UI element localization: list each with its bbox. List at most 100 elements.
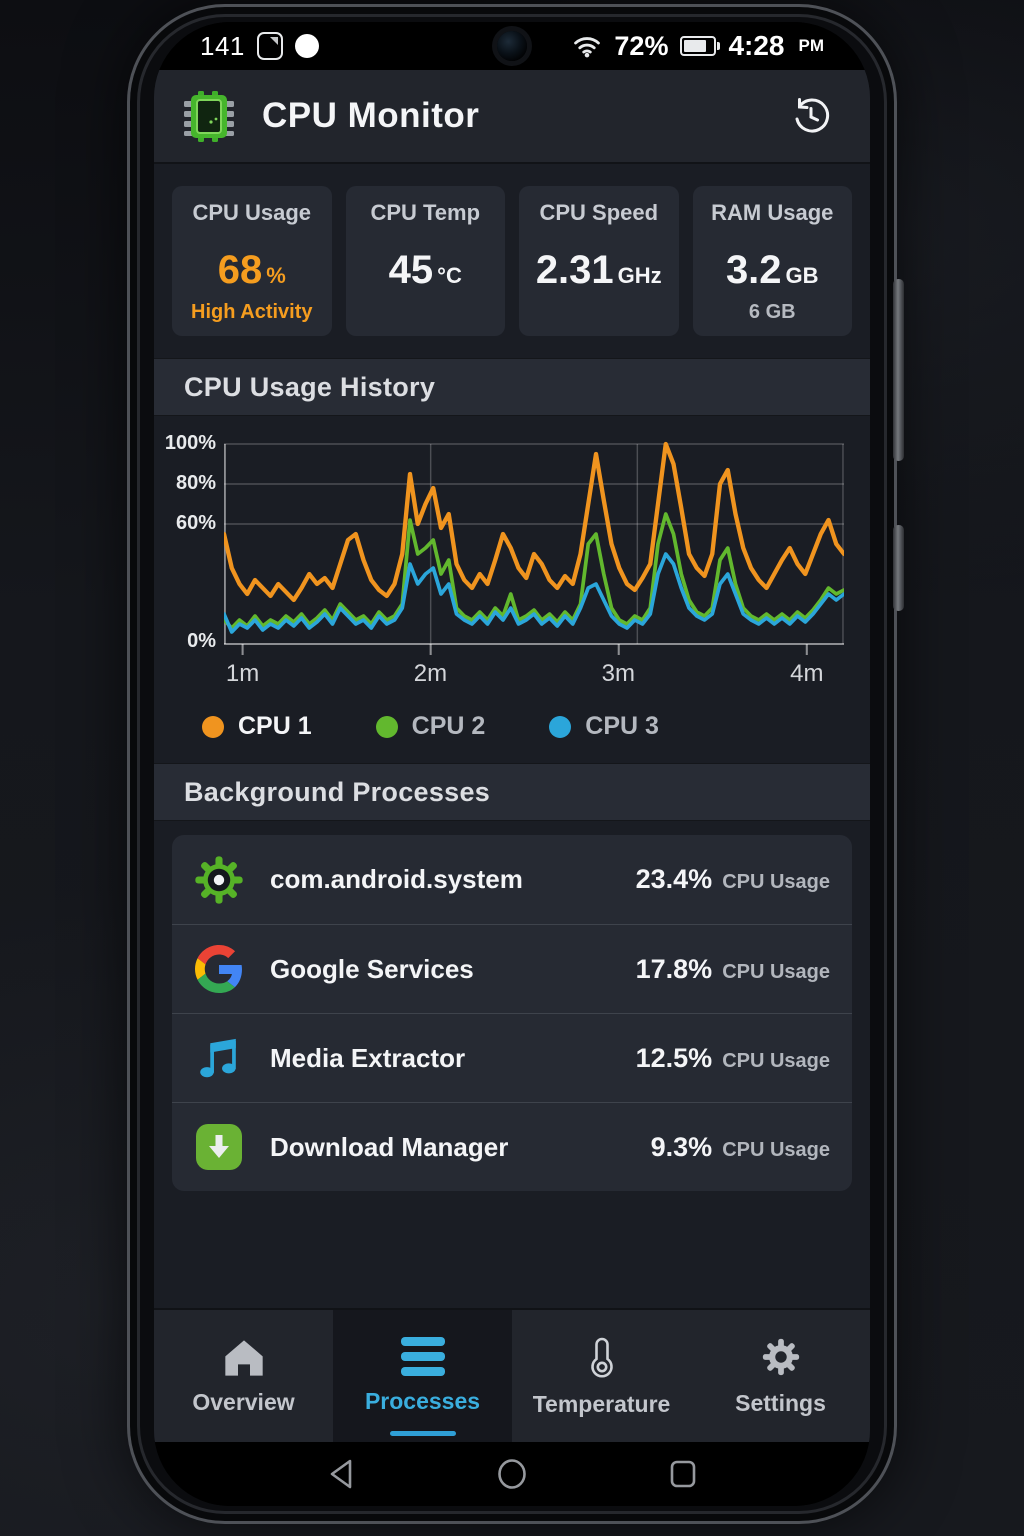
chart-legend: CPU 1 CPU 2 CPU 3	[154, 694, 870, 757]
legend-item-cpu2: CPU 2	[375, 712, 486, 741]
system-gear-icon	[195, 855, 243, 904]
stat-label: CPU Speed	[539, 200, 659, 225]
stat-label: CPU Usage	[192, 200, 312, 225]
stat-card-cpu-speed: CPU Speed 2.31 GHz	[519, 186, 679, 336]
process-cpu-label: CPU Usage	[722, 871, 830, 893]
recents-button[interactable]	[666, 1456, 700, 1492]
stats-row: CPU Usage 68% High Activity CPU Temp 45 °…	[154, 164, 870, 336]
phone-screen: 141 72% 4:28 PM	[154, 22, 870, 1506]
clock-ampm: PM	[798, 36, 825, 55]
screenshot-icon	[256, 32, 283, 60]
tab-label: Temperature	[532, 1390, 671, 1417]
section-background-processes: Background Processes	[154, 763, 870, 821]
tab-processes[interactable]: Processes	[333, 1310, 512, 1442]
stat-value: 3.2	[725, 248, 782, 292]
series-cpu2	[224, 512, 844, 630]
process-cpu-label: CPU Usage	[722, 1049, 830, 1072]
process-cpu-label: CPU Usage	[722, 1138, 830, 1161]
cpu2-dot-icon	[375, 715, 398, 738]
process-name: Download Manager	[270, 1131, 509, 1162]
series-cpu3	[224, 552, 844, 634]
process-row-download-manager[interactable]: Download Manager 9.3% CPU Usage	[172, 1102, 852, 1191]
stat-sub: 6 GB	[748, 301, 796, 323]
tab-settings[interactable]: Settings	[691, 1310, 870, 1442]
google-g-icon	[195, 945, 242, 993]
tab-label: Overview	[192, 1388, 295, 1415]
section-title: Background Processes	[184, 776, 491, 807]
legend-item-cpu3: CPU 3	[549, 712, 659, 741]
section-title: CPU Usage History	[184, 371, 436, 402]
home-button[interactable]	[494, 1456, 530, 1492]
tab-temperature[interactable]: Temperature	[512, 1310, 691, 1442]
process-cpu-value: 12.5%	[635, 1042, 713, 1073]
camera-punch-hole	[497, 31, 527, 61]
y-tick-label: 0%	[187, 630, 216, 652]
app-header: CPU Monitor	[154, 70, 870, 164]
cpu-chip-icon	[184, 91, 234, 142]
download-arrow-icon	[196, 1124, 242, 1170]
stat-value: 45	[388, 248, 434, 292]
section-cpu-usage-history: CPU Usage History	[154, 358, 870, 416]
battery-icon	[680, 36, 721, 56]
volume-button[interactable]	[893, 279, 904, 461]
chart-plot-area: 1m 2m 3m 4m	[224, 436, 844, 694]
status-bar: 141 72% 4:28 PM	[154, 22, 870, 70]
x-tick-label: 3m	[601, 660, 635, 687]
stat-unit: °C	[437, 263, 462, 288]
process-cpu-value: 17.8%	[635, 953, 713, 984]
process-row-android-system[interactable]: com.android.system 23.4% CPU Usage	[172, 835, 852, 924]
chart-canvas	[224, 441, 844, 655]
process-cpu-label: CPU Usage	[722, 960, 830, 983]
phone-frame: 141 72% 4:28 PM	[127, 4, 904, 1524]
tab-label: Processes	[364, 1388, 481, 1414]
stat-card-ram-usage: RAM Usage 3.2 GB 6 GB	[692, 186, 852, 336]
wifi-icon	[574, 37, 601, 58]
back-button[interactable]	[324, 1456, 358, 1492]
power-button[interactable]	[893, 525, 904, 611]
tab-label: Settings	[735, 1389, 826, 1416]
stat-unit: %	[266, 263, 286, 288]
music-note-icon	[200, 1038, 236, 1078]
legend-item-cpu1: CPU 1	[202, 712, 312, 741]
thermometer-icon	[590, 1337, 613, 1377]
android-nav-bar	[154, 1442, 870, 1506]
stat-unit: GB	[785, 263, 819, 288]
x-tick-label: 2m	[413, 660, 448, 687]
chart-x-axis: 1m 2m 3m 4m	[224, 660, 844, 694]
page-title: CPU Monitor	[262, 96, 480, 135]
stat-unit: GHz	[617, 263, 662, 288]
process-name: com.android.system	[270, 864, 523, 894]
process-row-google-services[interactable]: Google Services 17.8% CPU Usage	[172, 924, 852, 1013]
stat-card-cpu-usage: CPU Usage 68% High Activity	[172, 186, 332, 336]
history-clock-icon	[795, 98, 830, 133]
battery-percent: 72%	[614, 30, 669, 61]
app-window: CPU Monitor CPU Usage 68% Hi	[154, 70, 870, 1442]
process-row-media-extractor[interactable]: Media Extractor 12.5% CPU Usage	[172, 1013, 852, 1102]
x-tick-label: 1m	[225, 660, 260, 687]
y-tick-label: 100%	[164, 432, 216, 454]
bottom-tab-bar: Overview Processes Temperature	[154, 1308, 870, 1442]
list-bars-icon	[400, 1337, 445, 1376]
legend-label: CPU 3	[585, 712, 659, 740]
stat-sub: High Activity	[191, 301, 313, 323]
tab-overview[interactable]: Overview	[154, 1310, 333, 1442]
x-tick-label: 4m	[790, 660, 824, 687]
legend-label: CPU 1	[238, 712, 312, 740]
cpu3-dot-icon	[549, 715, 572, 738]
stat-label: RAM Usage	[711, 200, 834, 225]
process-cpu-value: 23.4%	[635, 864, 713, 894]
notification-count: 141	[200, 30, 245, 61]
series-cpu1	[224, 441, 844, 603]
legend-label: CPU 2	[411, 712, 486, 740]
cpu-usage-chart: 100% 80% 60% 0%	[154, 416, 870, 694]
y-tick-label: 80%	[175, 472, 216, 494]
stat-card-cpu-temp: CPU Temp 45 °C	[345, 186, 505, 336]
stat-label: CPU Temp	[370, 200, 481, 225]
notification-dot-icon	[294, 34, 319, 58]
process-cpu-value: 9.3%	[650, 1131, 713, 1162]
home-icon	[224, 1339, 263, 1376]
process-list: com.android.system 23.4% CPU Usage	[172, 835, 852, 1191]
cpu1-dot-icon	[202, 715, 224, 738]
chart-y-axis: 100% 80% 60% 0%	[162, 432, 224, 652]
history-button[interactable]	[788, 93, 834, 139]
